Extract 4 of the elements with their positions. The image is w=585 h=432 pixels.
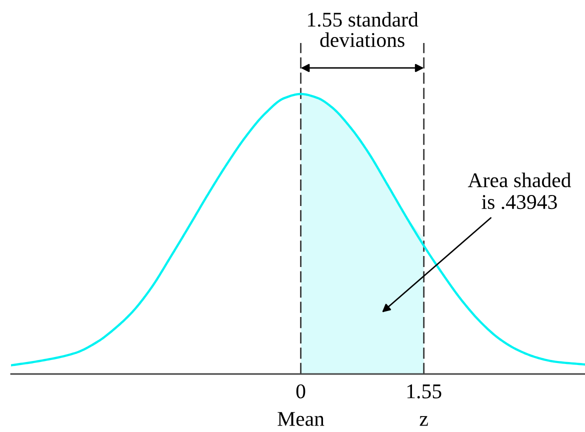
annotation: Area shaded is .43943 bbox=[468, 172, 572, 210]
x-tick-label: 0 Mean bbox=[278, 384, 324, 426]
x-tick-label: 1.55 z bbox=[407, 384, 442, 426]
text: 1.55 standard deviations bbox=[308, 12, 418, 48]
